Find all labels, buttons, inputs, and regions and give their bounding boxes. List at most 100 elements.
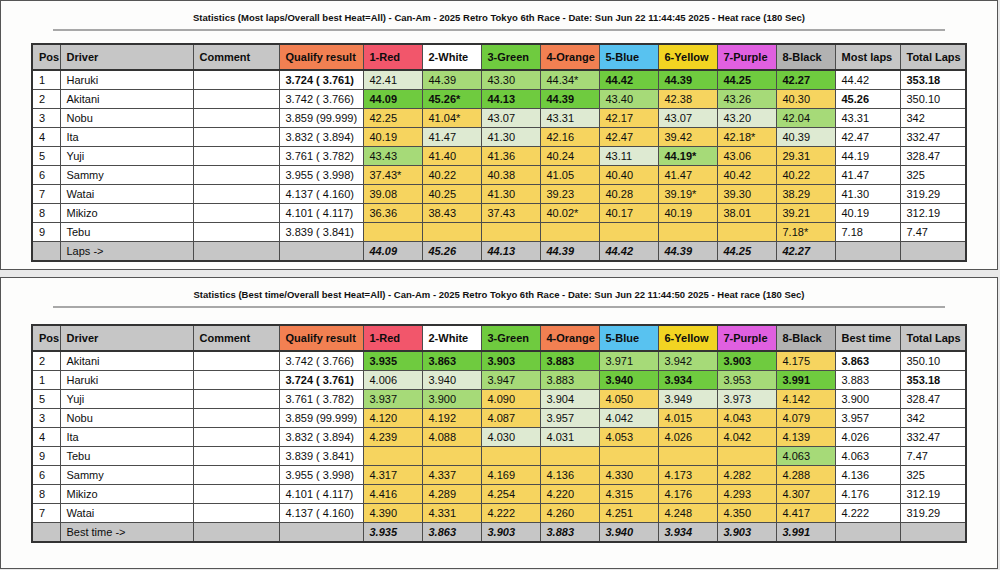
driver-cell: Nobu [60, 109, 193, 128]
comment-cell [193, 204, 279, 223]
comment-cell [193, 109, 279, 128]
heat-cell: 43.06 [717, 147, 776, 166]
comment-cell [193, 223, 279, 242]
heat-cell [658, 447, 717, 466]
heat-cell: 37.43 [481, 204, 540, 223]
summary-heat-cell: 3.883 [540, 523, 599, 543]
summary-comment-cell [193, 242, 279, 262]
heat-cell [540, 447, 599, 466]
summary-total-cell [900, 523, 966, 543]
heat-cell: 4.417 [776, 504, 835, 523]
driver-cell: Haruki [60, 371, 193, 390]
driver-cell: Sammy [60, 166, 193, 185]
heat-cell: 40.25 [422, 185, 481, 204]
pos-cell: 9 [32, 447, 60, 466]
column-header: Total Laps [900, 325, 966, 351]
summary-label: Laps -> [60, 242, 193, 262]
comment-cell [193, 70, 279, 90]
table-row: 4Ita3.832 ( 3.894)40.1941.4741.3042.1642… [32, 128, 966, 147]
heat-cell: 40.02* [540, 204, 599, 223]
summary-heat-cell: 44.42 [599, 242, 658, 262]
heat-cell: 3.883 [540, 351, 599, 371]
heat-cell: 4.088 [422, 428, 481, 447]
best-time-cell: 4.176 [835, 485, 900, 504]
stats-table-most-laps: PosDriverCommentQualify result1-Red2-Whi… [31, 43, 967, 262]
heat-cell: 4.282 [717, 466, 776, 485]
table-row: 2Akitani3.742 ( 3.766)44.0945.26*44.1344… [32, 90, 966, 109]
heat-cell: 39.30 [717, 185, 776, 204]
report-page-best-time: Statistics (Best time/Overall best Heat=… [0, 277, 998, 569]
heat-cell: 4.015 [658, 409, 717, 428]
total-laps-cell: 319.29 [900, 185, 966, 204]
heat-cell: 43.07 [658, 109, 717, 128]
heat-cell: 3.991 [776, 371, 835, 390]
column-header: Qualify result [279, 44, 363, 70]
heat-cell: 3.973 [717, 390, 776, 409]
heat-cell: 44.13 [481, 90, 540, 109]
pos-cell: 3 [32, 409, 60, 428]
driver-cell: Nobu [60, 409, 193, 428]
pos-cell: 4 [32, 128, 60, 147]
driver-cell: Ita [60, 428, 193, 447]
summary-qualify-cell [279, 242, 363, 262]
heat-cell: 41.05 [540, 166, 599, 185]
total-laps-cell: 319.29 [900, 504, 966, 523]
heat-cell: 4.176 [658, 485, 717, 504]
qualify-cell: 3.839 ( 3.841) [279, 447, 363, 466]
heat-cell: 39.19* [658, 185, 717, 204]
column-header: 4-Orange [540, 325, 599, 351]
summary-pos-cell [32, 523, 60, 543]
summary-total-cell [900, 242, 966, 262]
comment-cell [193, 409, 279, 428]
comment-cell [193, 447, 279, 466]
column-header: 3-Green [481, 325, 540, 351]
column-header: 1-Red [363, 325, 422, 351]
driver-cell: Tebu [60, 223, 193, 242]
heat-cell: 40.30 [776, 90, 835, 109]
heat-cell: 42.18* [717, 128, 776, 147]
qualify-cell: 3.724 ( 3.761) [279, 371, 363, 390]
heat-cell: 3.883 [540, 371, 599, 390]
heat-cell: 40.28 [599, 185, 658, 204]
total-laps-cell: 350.10 [900, 90, 966, 109]
heat-cell: 3.971 [599, 351, 658, 371]
qualify-cell: 4.137 ( 4.160) [279, 504, 363, 523]
heat-cell: 3.904 [540, 390, 599, 409]
heat-cell [658, 223, 717, 242]
stats-table-best-time: PosDriverCommentQualify result1-Red2-Whi… [31, 324, 967, 543]
qualify-cell: 3.859 (99.999) [279, 109, 363, 128]
driver-cell: Akitani [60, 351, 193, 371]
summary-label: Best time -> [60, 523, 193, 543]
comment-cell [193, 428, 279, 447]
heat-cell: 3.937 [363, 390, 422, 409]
heat-cell: 4.006 [363, 371, 422, 390]
heat-cell: 4.169 [481, 466, 540, 485]
heat-cell: 44.39 [422, 70, 481, 90]
report-page-most-laps: Statistics (Most laps/Overall best Heat=… [0, 0, 998, 270]
pos-cell: 6 [32, 466, 60, 485]
heat-cell [599, 447, 658, 466]
summary-heat-cell: 44.39 [540, 242, 599, 262]
qualify-cell: 3.761 ( 3.782) [279, 390, 363, 409]
pos-cell: 8 [32, 204, 60, 223]
heat-cell: 43.30 [481, 70, 540, 90]
heat-cell: 42.41 [363, 70, 422, 90]
heat-cell: 3.953 [717, 371, 776, 390]
column-header: 4-Orange [540, 44, 599, 70]
table-row: 5Yuji3.761 ( 3.782)3.9373.9004.0903.9044… [32, 390, 966, 409]
heat-cell: 44.09 [363, 90, 422, 109]
summary-qualify-cell [279, 523, 363, 543]
heat-cell: 44.19* [658, 147, 717, 166]
heat-cell: 4.260 [540, 504, 599, 523]
heat-cell: 4.192 [422, 409, 481, 428]
column-header: 7-Purple [717, 325, 776, 351]
table-row: 9Tebu3.839 ( 3.841)7.18*7.187.47 [32, 223, 966, 242]
pos-cell: 9 [32, 223, 60, 242]
summary-row: Best time ->3.9353.8633.9033.8833.9403.9… [32, 523, 966, 543]
comment-cell [193, 128, 279, 147]
most-laps-cell: 42.47 [835, 128, 900, 147]
qualify-cell: 4.101 ( 4.117) [279, 485, 363, 504]
heat-cell: 43.31 [540, 109, 599, 128]
most-laps-cell: 41.30 [835, 185, 900, 204]
heat-cell: 4.142 [776, 390, 835, 409]
